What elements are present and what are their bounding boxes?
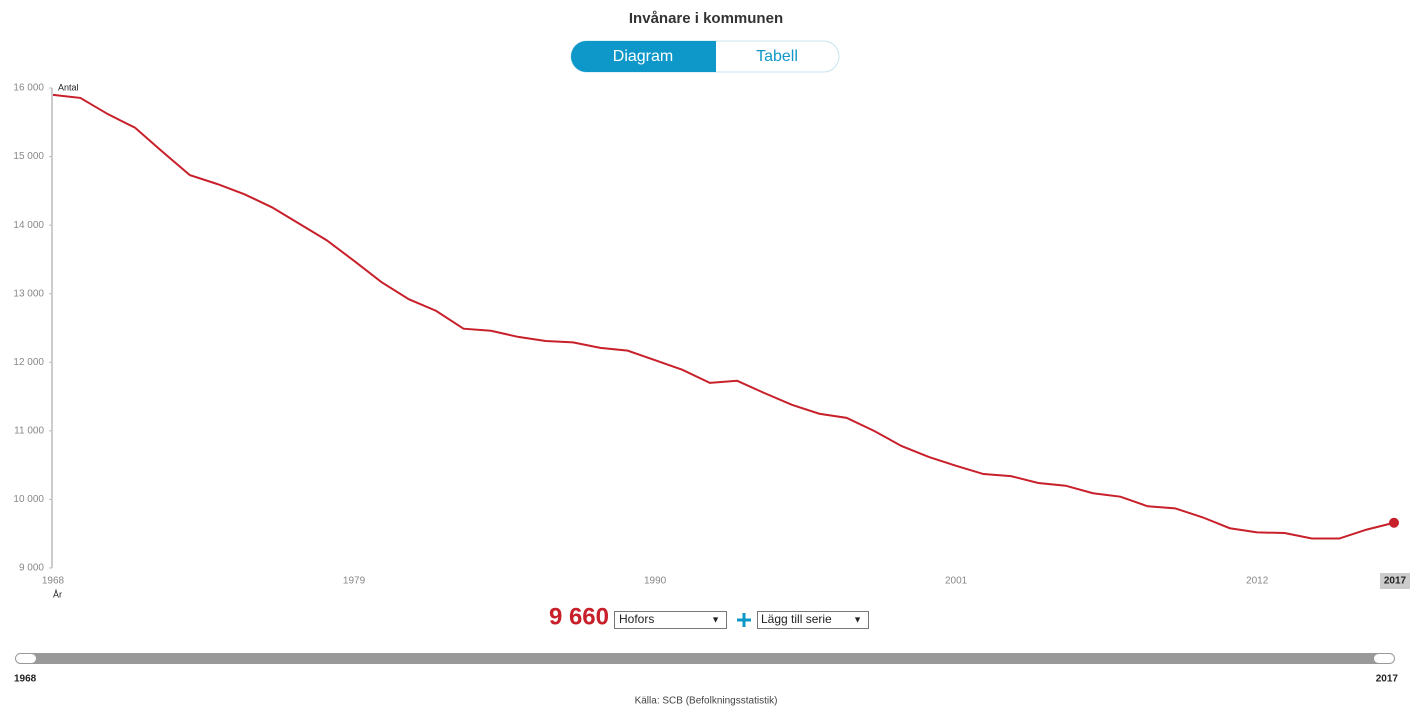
x-tick-label: 1968 <box>42 576 65 587</box>
x-highlight-label: 2017 <box>1384 576 1407 587</box>
end-point <box>1389 517 1399 528</box>
y-tick-label: 13 000 <box>13 288 44 299</box>
x-tick-label: 1990 <box>644 576 667 587</box>
y-tick-label: 15 000 <box>13 151 44 162</box>
select-arrow: ▼ <box>853 614 862 624</box>
plus-icon[interactable] <box>737 613 751 627</box>
y-tick-label: 12 000 <box>13 357 44 368</box>
y-tick-label: 16 000 <box>13 83 44 94</box>
x-highlight-bg <box>1380 573 1410 589</box>
select-add-series[interactable] <box>757 611 869 629</box>
x-tick-label: 2001 <box>945 576 968 587</box>
chart-title: Invånare i kommunen <box>629 10 783 27</box>
select-arrow: ▼ <box>711 614 720 624</box>
slider-handle[interactable] <box>1374 654 1394 663</box>
select-text: Lägg till serie <box>761 612 832 626</box>
source: Källa: SCB (Befolkningsstatistik) <box>635 696 778 707</box>
series-line <box>52 93 1395 540</box>
y-tick-label: 9 000 <box>19 563 44 574</box>
y-tick-label: 14 000 <box>13 220 44 231</box>
tab-diagram[interactable]: Diagram <box>613 48 673 65</box>
x-axis-label: År <box>53 589 62 599</box>
x-tick-label: 1979 <box>343 576 366 587</box>
select-text: Hofors <box>619 612 654 626</box>
y-axis-label: Antal <box>58 82 79 92</box>
tab-table[interactable]: Tabell <box>756 48 798 65</box>
y-tick-label: 11 000 <box>14 425 44 436</box>
range-slider[interactable] <box>15 653 1395 664</box>
range-start: 1968 <box>14 674 37 685</box>
select-municipality[interactable] <box>614 611 727 629</box>
slider-handle[interactable] <box>16 654 36 663</box>
x-tick-label: 2012 <box>1246 576 1269 587</box>
toggle-active[interactable] <box>570 41 716 72</box>
selected-value: 9 660 <box>549 603 609 630</box>
y-tick-label: 10 000 <box>13 494 44 505</box>
range-end: 2017 <box>1376 674 1399 685</box>
